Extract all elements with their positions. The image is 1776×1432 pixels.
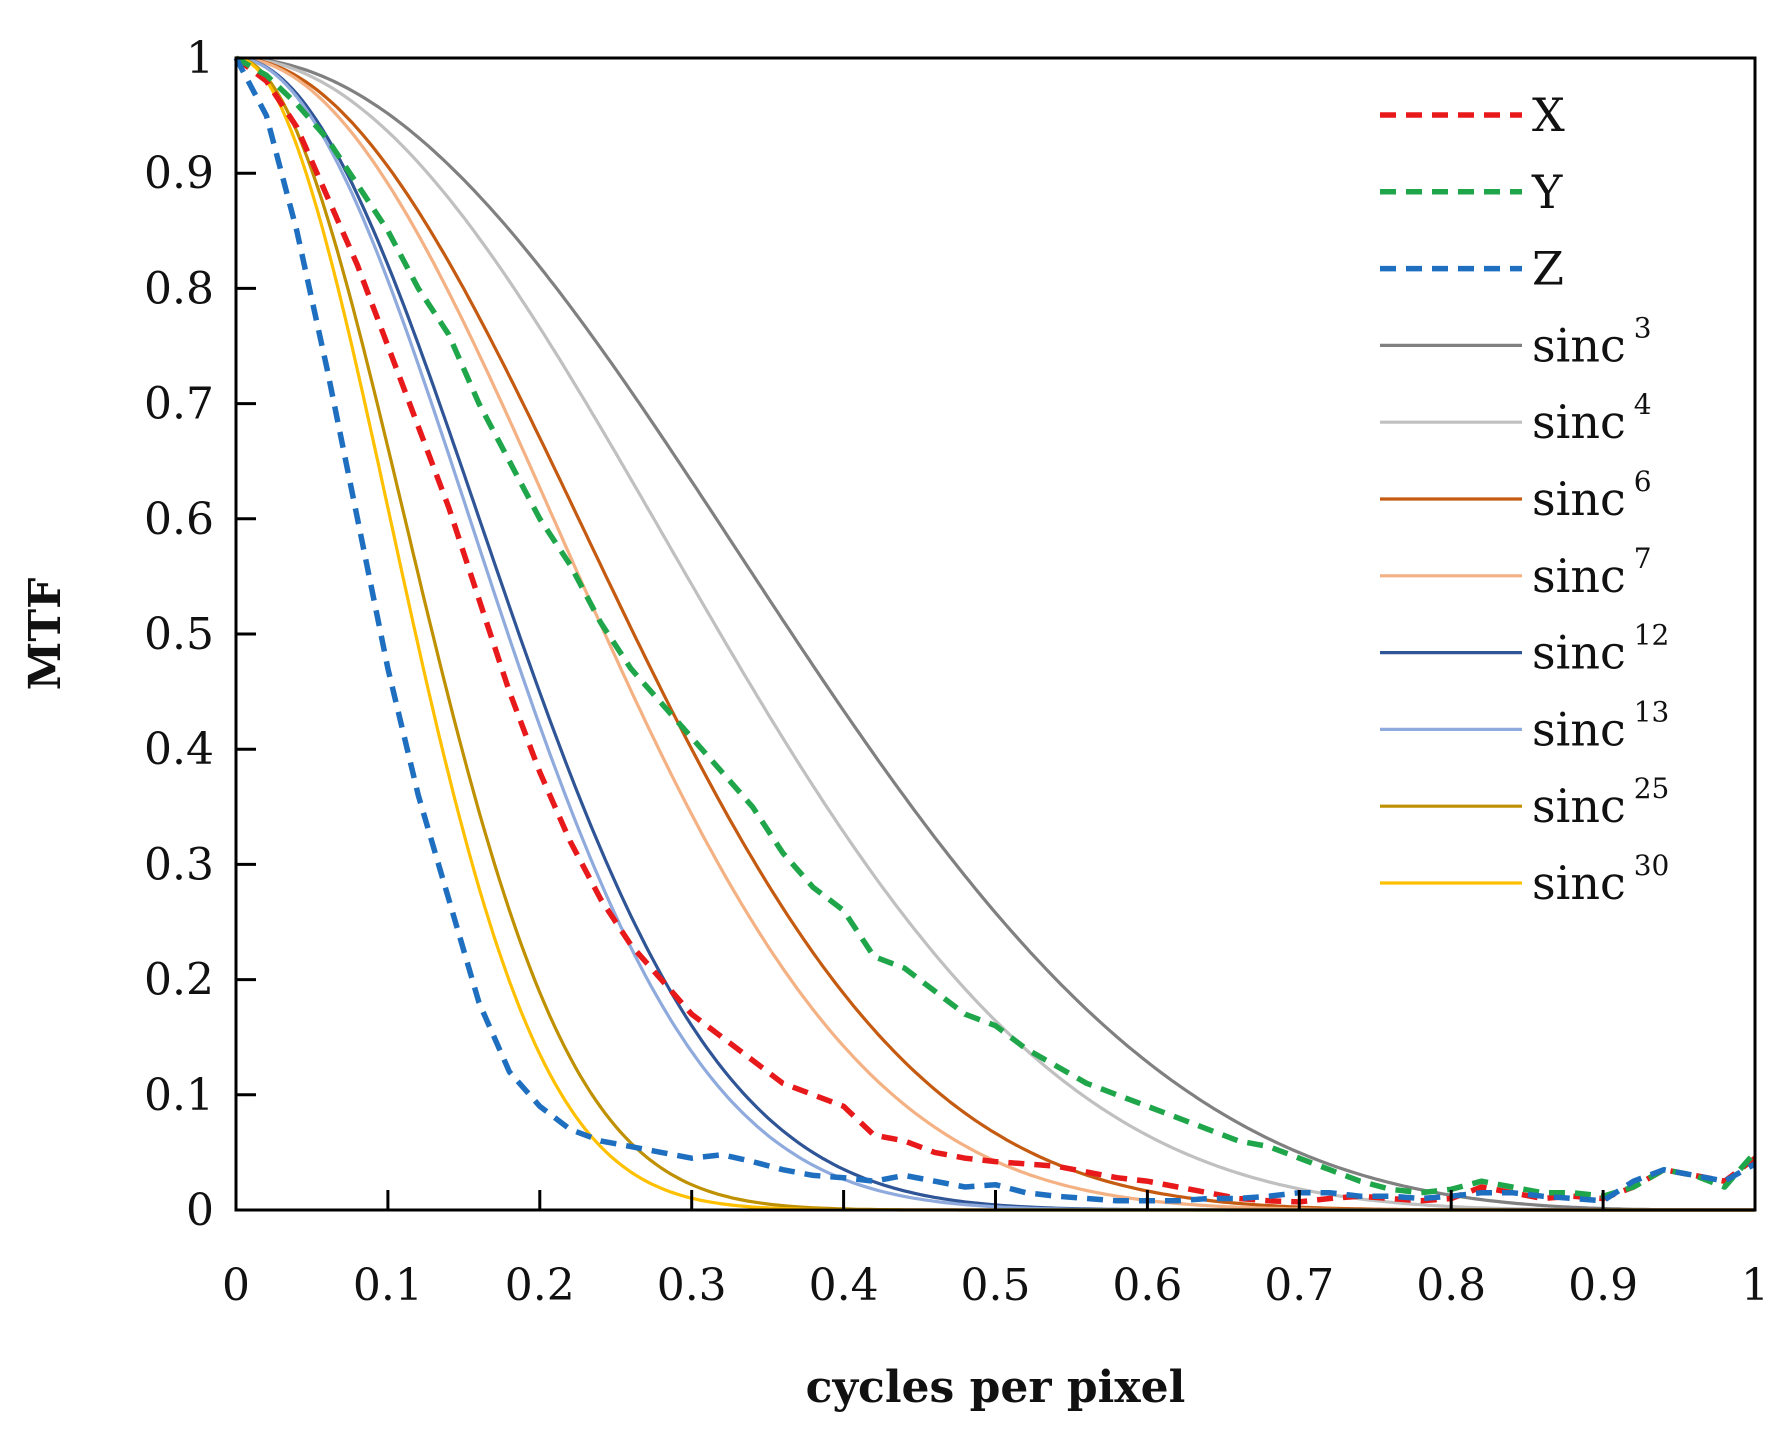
y-tick-label: 0.7: [144, 379, 214, 430]
y-axis-title: MTF: [20, 578, 71, 691]
y-tick-label: 0.5: [144, 609, 214, 660]
series-line-sinc3: [235, 56, 1755, 1212]
y-tick-label: 0.9: [144, 148, 214, 199]
y-tick-label: 1: [186, 33, 214, 84]
y-tick-label: 0.2: [144, 955, 214, 1006]
legend-label-y: Y: [1531, 165, 1563, 219]
series-line-z: [233, 56, 1757, 1204]
x-tick-label: 0.8: [1416, 1260, 1486, 1311]
y-tick-label: 0.4: [144, 724, 214, 775]
x-tick-label: 0.3: [657, 1260, 727, 1311]
legend-label-sinc12: sinc 12: [1532, 619, 1669, 680]
x-tick-label: 0.1: [353, 1260, 423, 1311]
y-tick-label: 0.8: [144, 263, 214, 314]
y-axis-tick-labels: 0 0.1 0.2 0.3 0.4 0.5 0.6 0.7 0.8 0.9 1: [144, 33, 214, 1236]
x-axis-title: cycles per pixel: [806, 1362, 1186, 1413]
legend-label-sinc3: sinc 3: [1532, 311, 1652, 372]
x-axis-ticks: [386, 1190, 1605, 1210]
x-tick-label: 0.9: [1568, 1260, 1638, 1311]
x-tick-label: 0: [222, 1260, 250, 1311]
legend-label-sinc25: sinc 25: [1532, 772, 1669, 833]
legend-label-x: X: [1532, 88, 1565, 142]
y-axis-ticks: [236, 171, 256, 1097]
legend-label-sinc4: sinc 4: [1532, 388, 1652, 449]
x-tick-label: 0.5: [961, 1260, 1031, 1311]
legend-label-z: Z: [1532, 242, 1564, 296]
x-tick-label: 1: [1741, 1260, 1769, 1311]
y-tick-label: 0.6: [144, 494, 214, 545]
y-tick-label: 0.1: [144, 1070, 214, 1121]
legend-label-sinc7: sinc 7: [1532, 542, 1652, 603]
y-tick-label: 0.3: [144, 839, 214, 890]
legend-label-sinc6: sinc 6: [1532, 465, 1652, 526]
y-tick-label: 0: [186, 1185, 214, 1236]
x-axis-tick-labels: 0 0.1 0.2 0.3 0.4 0.5 0.6 0.7 0.8 0.9 1: [222, 1260, 1769, 1311]
x-tick-label: 0.4: [809, 1260, 879, 1311]
legend-label-sinc13: sinc 13: [1532, 695, 1669, 756]
x-tick-label: 0.7: [1264, 1260, 1334, 1311]
legend-label-sinc30: sinc 30: [1532, 849, 1669, 910]
x-tick-label: 0.2: [505, 1260, 575, 1311]
series-line-x: [234, 55, 1757, 1205]
x-tick-label: 0.6: [1112, 1260, 1182, 1311]
series-line-y: [234, 55, 1758, 1199]
